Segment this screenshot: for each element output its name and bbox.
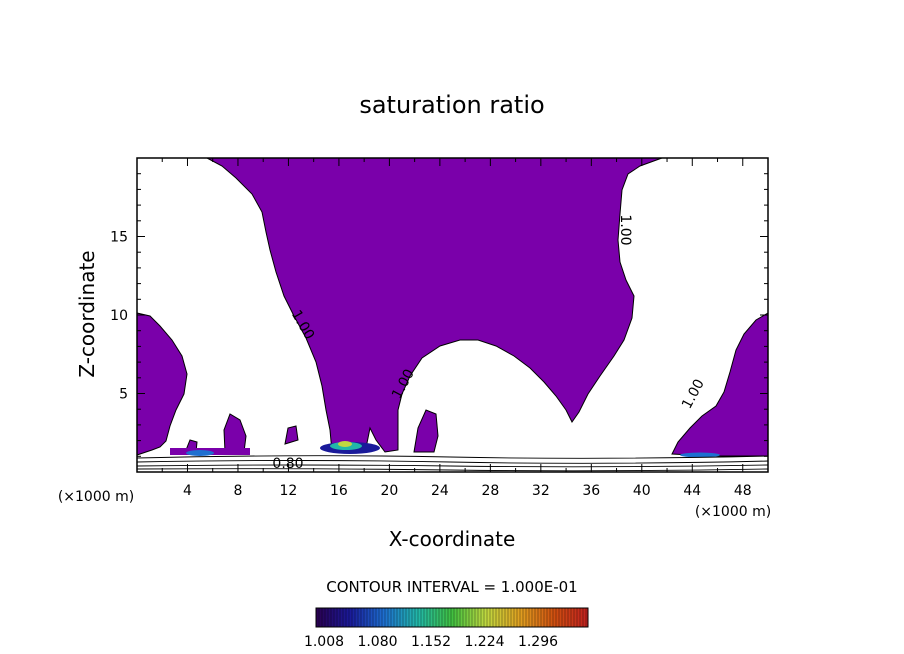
contour-label-1: 1.00 (617, 214, 633, 245)
colorbar-tick-label: 1.008 (304, 634, 344, 650)
x-tick-label: 32 (532, 483, 550, 499)
fill-region-left (136, 312, 188, 456)
x-tick-label: 8 (233, 483, 242, 499)
fill-blob-2 (413, 409, 439, 453)
core-left-edge (186, 450, 214, 456)
colorbar-tick-label: 1.224 (464, 634, 504, 650)
fill-blob-1 (223, 413, 247, 453)
x-tick-label: 40 (633, 483, 651, 499)
colorbar: 1.008 1.080 1.152 1.224 1.296 (304, 607, 589, 650)
x-tick-label: 44 (683, 483, 701, 499)
contour-label-5: 0.80 (272, 456, 303, 472)
contour-line-2 (136, 460, 769, 464)
core-right-edge (680, 452, 720, 458)
chart-title: saturation ratio (359, 91, 544, 119)
x-tick-label: 16 (330, 483, 348, 499)
x-unit-label: (×1000 m) (695, 504, 771, 520)
saturation-fill (136, 157, 769, 457)
y-tick-label: 15 (110, 230, 128, 246)
contour-line-1 (136, 455, 769, 459)
core-inner (338, 441, 352, 447)
x-tick-label: 4 (183, 483, 192, 499)
y-axis-title: Z-coordinate (75, 250, 99, 377)
colorbar-tick-label: 1.152 (411, 634, 451, 650)
x-tick-label: 28 (481, 483, 499, 499)
saturation-core (186, 441, 720, 458)
fill-region-right (671, 312, 769, 457)
contour-line-4 (136, 468, 769, 472)
x-tick-label: 20 (380, 483, 398, 499)
x-tick-label: 48 (734, 483, 752, 499)
y-tick-label: 5 (119, 387, 128, 403)
fill-blob-3 (284, 425, 299, 445)
x-tick-label: 12 (280, 483, 298, 499)
contour-line-3 (136, 464, 769, 468)
y-tick-label: 10 (110, 308, 128, 324)
x-tick-label: 24 (431, 483, 449, 499)
fill-region-center (206, 157, 663, 453)
contour-interval: CONTOUR INTERVAL = 1.000E-01 (326, 578, 577, 596)
contour-label-4: 1.00 (679, 377, 708, 412)
z-unit-label: (×1000 m) (58, 489, 134, 505)
surface-contours (136, 455, 769, 472)
colorbar-tick-label: 1.296 (518, 634, 558, 650)
colorbar-tick-label: 1.080 (357, 634, 397, 650)
x-tick-label: 36 (582, 483, 600, 499)
x-axis-title: X-coordinate (389, 527, 516, 551)
